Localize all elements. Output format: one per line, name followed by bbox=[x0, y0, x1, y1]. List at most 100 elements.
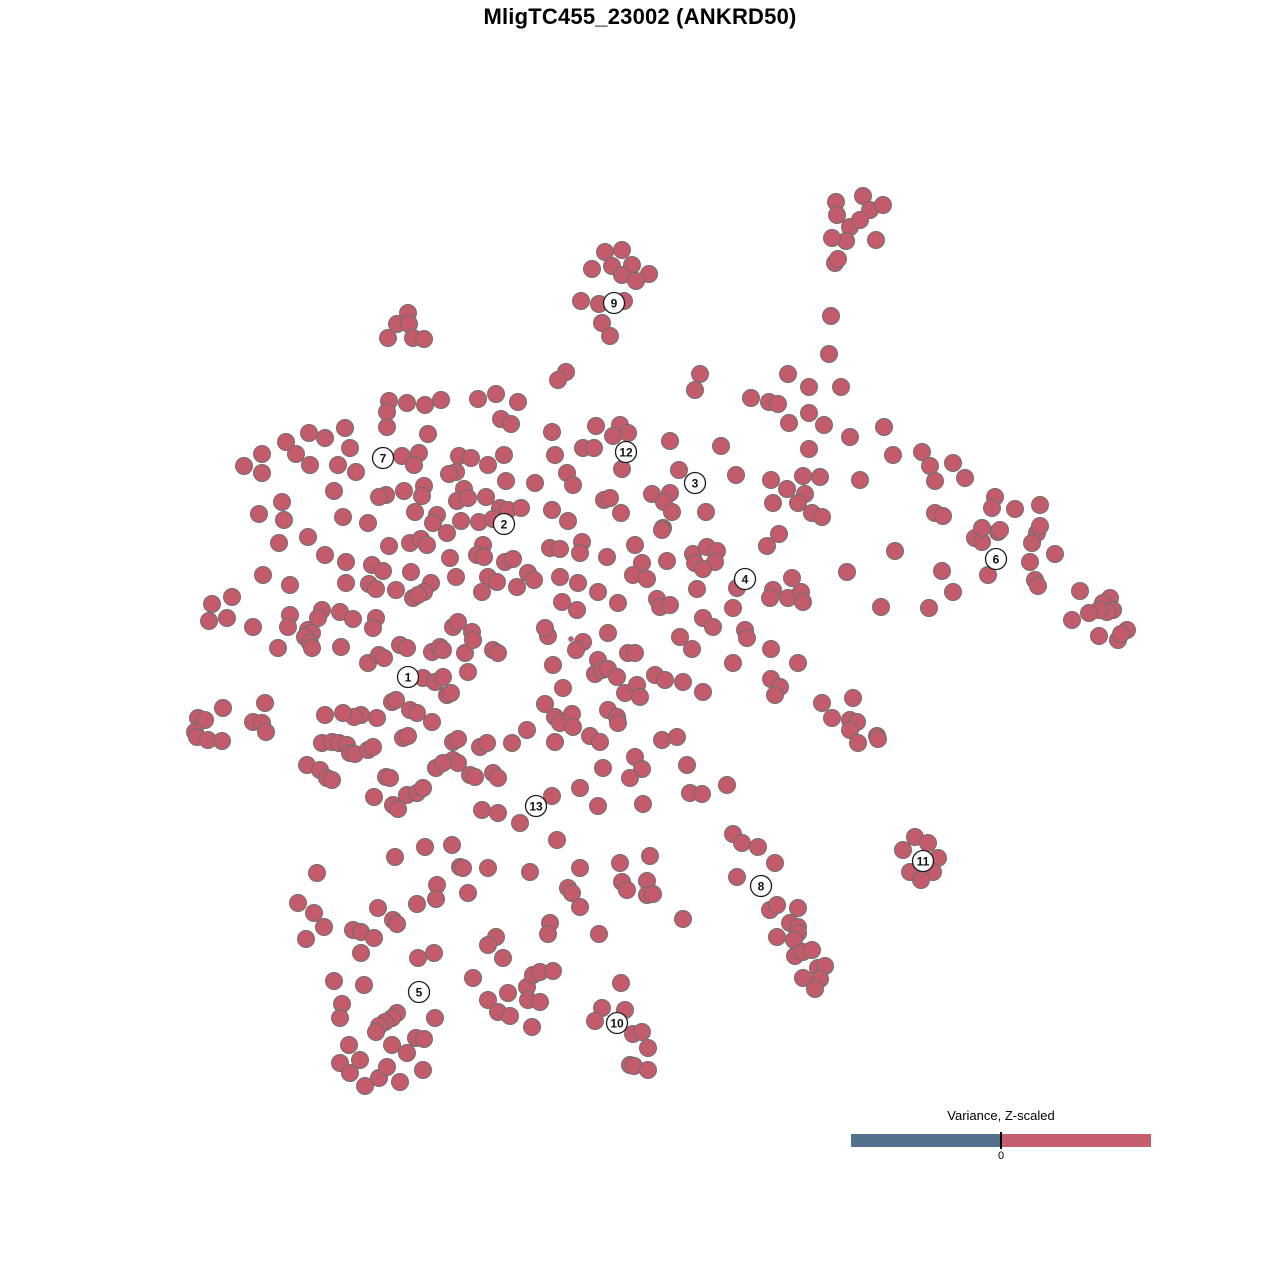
data-point bbox=[872, 598, 890, 616]
data-point bbox=[571, 779, 589, 797]
data-point bbox=[398, 639, 416, 657]
data-point bbox=[991, 521, 1009, 539]
data-point bbox=[525, 571, 543, 589]
data-point bbox=[794, 593, 812, 611]
cluster-label-text: 6 bbox=[993, 553, 1000, 567]
data-point bbox=[399, 727, 417, 745]
data-point bbox=[526, 474, 544, 492]
data-point bbox=[456, 644, 474, 662]
cluster-label-circle bbox=[984, 547, 1008, 571]
data-point bbox=[203, 595, 221, 613]
data-point bbox=[919, 834, 937, 852]
data-point bbox=[369, 899, 387, 917]
cluster-label-2: 2 bbox=[492, 512, 516, 536]
data-point bbox=[551, 540, 569, 558]
data-point bbox=[414, 1061, 432, 1079]
data-point bbox=[475, 548, 493, 566]
data-point bbox=[694, 683, 712, 701]
cluster-label-circle bbox=[683, 471, 707, 495]
data-point bbox=[408, 895, 426, 913]
data-point bbox=[559, 512, 577, 530]
data-point bbox=[768, 896, 786, 914]
data-point bbox=[884, 446, 902, 464]
data-point bbox=[488, 573, 506, 591]
data-point bbox=[459, 663, 477, 681]
cluster-label-text: 8 bbox=[758, 880, 765, 894]
data-point bbox=[761, 589, 779, 607]
data-point bbox=[375, 649, 393, 667]
data-point bbox=[641, 847, 659, 865]
data-point bbox=[415, 1030, 433, 1048]
data-point bbox=[316, 429, 334, 447]
data-point bbox=[473, 801, 491, 819]
data-point bbox=[387, 691, 405, 709]
data-point bbox=[521, 863, 539, 881]
colorbar-negative-segment bbox=[851, 1134, 1001, 1147]
data-point bbox=[351, 1051, 369, 1069]
data-point bbox=[367, 580, 385, 598]
data-point bbox=[415, 330, 433, 348]
data-point bbox=[822, 307, 840, 325]
data-point bbox=[423, 713, 441, 731]
plot-title: MligTC455_23002 (ANKRD50) bbox=[483, 4, 797, 29]
data-point bbox=[644, 885, 662, 903]
data-point bbox=[334, 508, 352, 526]
data-point bbox=[601, 489, 619, 507]
data-point bbox=[601, 327, 619, 345]
data-point bbox=[612, 974, 630, 992]
data-point bbox=[398, 1044, 416, 1062]
data-point bbox=[347, 463, 365, 481]
data-point bbox=[413, 487, 431, 505]
data-point bbox=[546, 446, 564, 464]
data-point bbox=[749, 838, 767, 856]
data-point bbox=[683, 640, 701, 658]
data-point bbox=[619, 424, 637, 442]
data-point bbox=[621, 769, 639, 787]
data-point bbox=[815, 416, 833, 434]
data-point bbox=[549, 371, 567, 389]
data-point bbox=[800, 378, 818, 396]
data-point bbox=[391, 1073, 409, 1091]
data-point bbox=[489, 804, 507, 822]
data-point bbox=[365, 929, 383, 947]
data-point bbox=[608, 668, 626, 686]
data-point bbox=[380, 537, 398, 555]
cluster-label-circle bbox=[614, 440, 638, 464]
data-point bbox=[531, 993, 549, 1011]
data-point bbox=[693, 785, 711, 803]
data-point bbox=[766, 854, 784, 872]
data-point bbox=[544, 962, 562, 980]
cluster-label-4: 4 bbox=[733, 567, 757, 591]
cluster-label-circle bbox=[605, 1011, 629, 1035]
data-point bbox=[841, 428, 859, 446]
data-point bbox=[409, 586, 427, 604]
data-point bbox=[563, 884, 581, 902]
data-point bbox=[253, 445, 271, 463]
data-point bbox=[504, 550, 522, 568]
data-point bbox=[418, 536, 436, 554]
data-point bbox=[441, 549, 459, 567]
cluster-label-text: 1 bbox=[405, 671, 412, 685]
data-point bbox=[704, 618, 722, 636]
data-point bbox=[414, 779, 432, 797]
data-point bbox=[378, 403, 396, 421]
data-point bbox=[800, 440, 818, 458]
data-point bbox=[653, 731, 671, 749]
data-point bbox=[633, 554, 651, 572]
data-point bbox=[564, 476, 582, 494]
data-point bbox=[489, 644, 507, 662]
data-point bbox=[670, 461, 688, 479]
data-point bbox=[661, 432, 679, 450]
data-point bbox=[487, 385, 505, 403]
data-point bbox=[779, 365, 797, 383]
data-point bbox=[956, 469, 974, 487]
data-point bbox=[718, 776, 736, 794]
data-point bbox=[926, 472, 944, 490]
data-point bbox=[728, 868, 746, 886]
data-point bbox=[589, 797, 607, 815]
data-point bbox=[370, 488, 388, 506]
cluster-label-text: 11 bbox=[917, 855, 930, 869]
data-point bbox=[688, 580, 706, 598]
cluster-label-text: 4 bbox=[742, 573, 749, 587]
